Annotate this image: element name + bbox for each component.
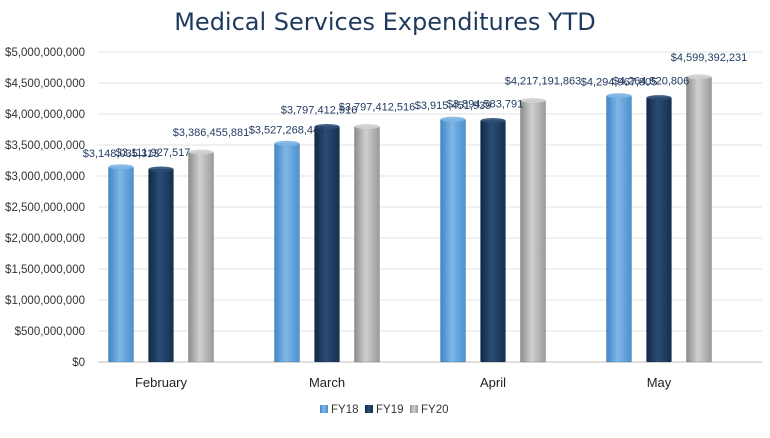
data-label: $3,111,927,517: [116, 147, 191, 159]
bar-fy20-april: [520, 100, 546, 363]
y-tick-label: $4,500,000,000: [5, 78, 85, 90]
bar-top-cap: [646, 95, 672, 101]
bar-fy18-april: [440, 118, 466, 363]
y-tick-label: $5,000,000,000: [5, 47, 85, 59]
bar-top-cap: [686, 74, 712, 80]
data-labels: $3,148,035,313$3,111,927,517 $3,386,455,8…: [83, 52, 747, 160]
data-label: $4,294,967,805: [581, 77, 657, 89]
bar-top-cap: [354, 124, 380, 130]
bar-top-cap: [606, 93, 632, 99]
data-label: $3,797,412,516: [339, 102, 415, 114]
legend: FY18 FY19 FY20: [320, 404, 449, 416]
data-label: $3,894,583,791: [447, 99, 523, 111]
legend-swatch: [320, 405, 328, 413]
y-tick-label: $1,500,000,000: [5, 264, 85, 276]
bar-fy20-may: [686, 76, 712, 363]
data-label: $3,148,035,313: [83, 148, 159, 160]
data-label: $3,527,268,441: [249, 124, 325, 136]
legend-label: FY19: [376, 404, 404, 416]
chart-title: Medical Services Expenditures YTD: [174, 8, 596, 36]
bar-fy18-may: [606, 95, 632, 363]
bar-top-cap: [314, 124, 340, 130]
bar-fy18-march: [274, 143, 300, 363]
x-category-label: March: [309, 375, 345, 390]
y-tick-label: $4,000,000,000: [5, 109, 85, 121]
data-label: $3,797,412,516: [281, 105, 357, 117]
bar-top-cap: [188, 149, 214, 155]
legend-label: FY18: [331, 404, 359, 416]
bar-fy18-february: [108, 166, 134, 363]
bar-fy20-february: [188, 151, 214, 363]
bar-top-cap: [274, 140, 300, 146]
data-label: $3,386,455,881: [173, 127, 249, 139]
bar-top-cap: [148, 166, 174, 172]
bar-top-cap: [108, 164, 134, 170]
data-label: $4,217,191,863: [505, 76, 581, 88]
x-axis: February March April May: [135, 375, 672, 390]
y-tick-label: $3,000,000,000: [5, 171, 85, 183]
bar-top-cap: [440, 116, 466, 122]
bar-fy19-may: [646, 97, 672, 363]
bar-fy19-april: [480, 120, 506, 363]
x-category-label: April: [480, 375, 506, 390]
y-axis: $0 $500,000,000 $1,000,000,000 $1,500,000,0…: [5, 47, 85, 369]
data-label: $4,599,392,231: [671, 52, 747, 64]
bars: [108, 74, 712, 363]
y-tick-label: $500,000,000: [15, 326, 85, 338]
bar-fy20-march: [354, 126, 380, 363]
y-tick-label: $2,000,000,000: [5, 233, 85, 245]
x-category-label: May: [647, 375, 672, 390]
y-tick-label: $0: [72, 357, 85, 369]
y-tick-label: $2,500,000,000: [5, 202, 85, 214]
x-category-label: February: [135, 375, 188, 390]
bar-top-cap: [520, 98, 546, 104]
data-label: $4,264,520,806: [613, 76, 689, 88]
legend-swatch: [365, 405, 373, 413]
data-label: $3,915,451,939: [415, 100, 491, 112]
bar-fy19-february: [148, 168, 174, 363]
legend-swatch: [410, 405, 418, 413]
y-tick-label: $3,500,000,000: [5, 140, 85, 152]
bar-top-cap: [480, 118, 506, 124]
bar-fy19-march: [314, 126, 340, 363]
legend-label: FY20: [421, 404, 449, 416]
y-tick-label: $1,000,000,000: [5, 295, 85, 307]
